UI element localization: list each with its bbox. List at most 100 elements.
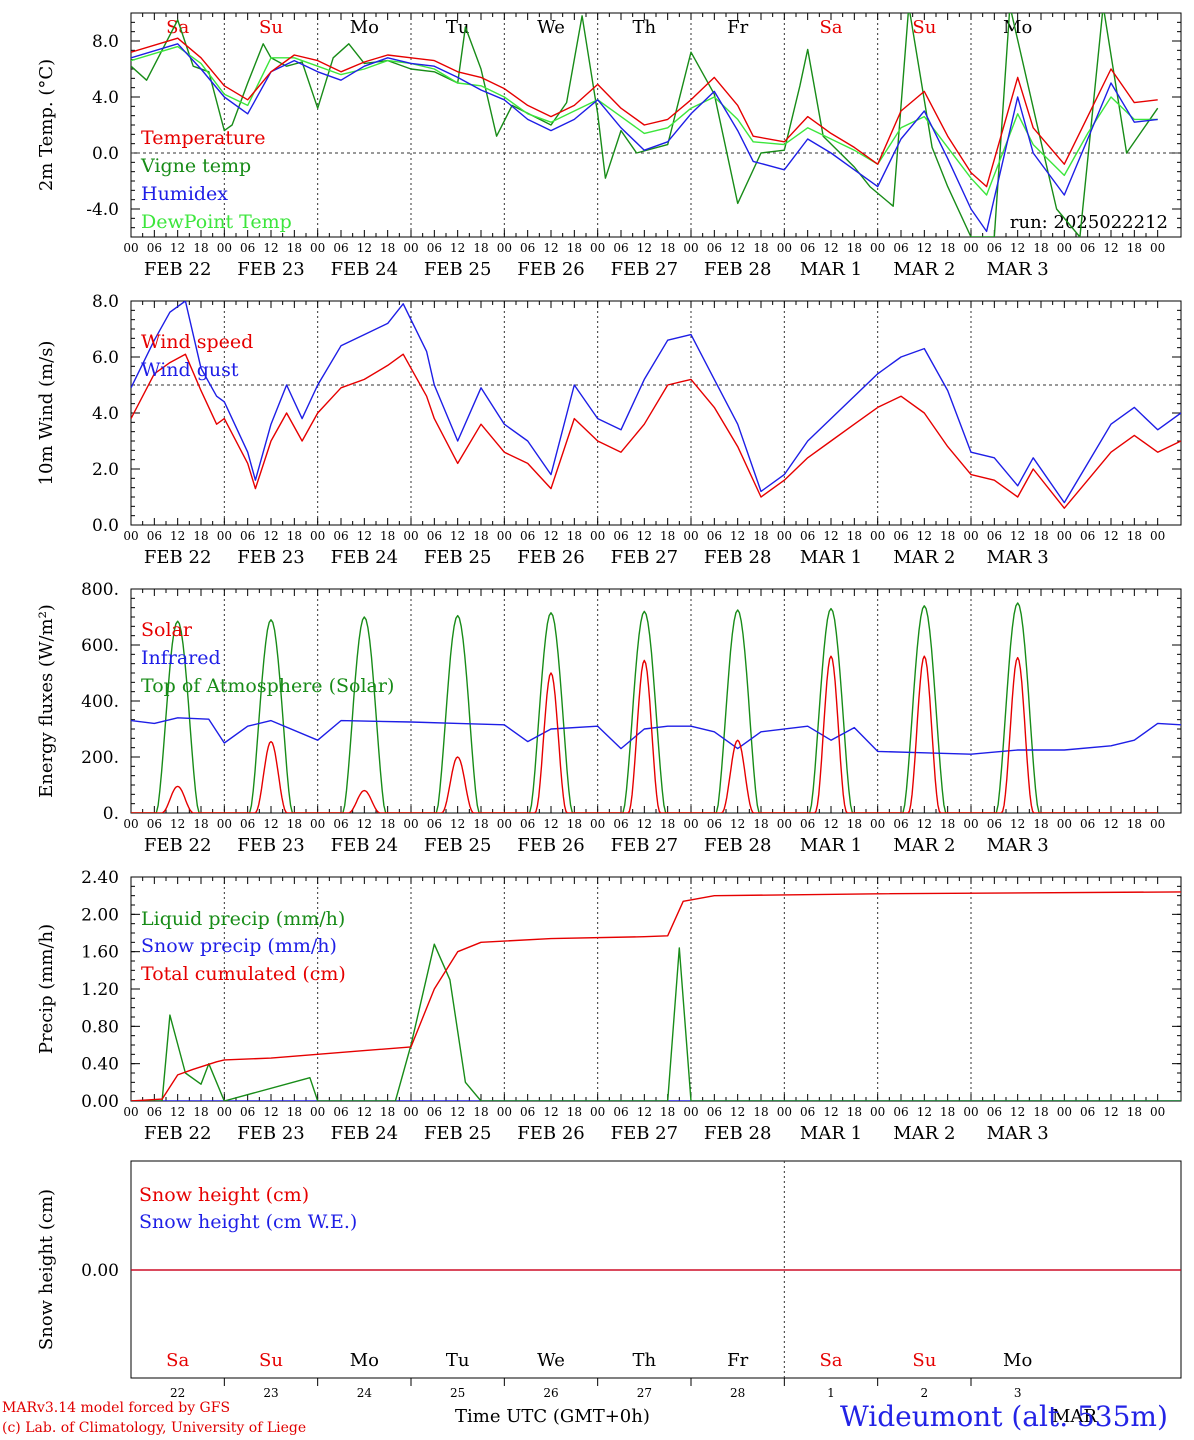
hour-tick-label: 12 [1010,529,1025,543]
weekday-label: Su [912,17,936,38]
weekday-label: Sa [166,17,189,38]
hour-tick-label: 00 [1057,817,1072,831]
hour-tick-label: 18 [1127,1105,1142,1119]
date-label: MAR 1 [800,835,862,856]
hour-tick-label: 06 [987,1105,1002,1119]
date-label: FEB 24 [331,835,398,856]
hour-tick-label: 00 [963,241,978,255]
date-label: MAR 2 [893,547,955,568]
y-tick-label: 4.0 [92,404,119,424]
series-group [131,602,1181,813]
hour-tick-label: 06 [800,241,815,255]
hour-tick-label: 18 [940,817,955,831]
series-group [131,13,1159,237]
date-label: FEB 28 [704,259,771,280]
y-tick-label: 8.0 [92,32,119,52]
hour-tick-label: 00 [217,241,232,255]
date-label: MAR 1 [800,1123,862,1144]
hour-tick-label: 00 [1057,529,1072,543]
hour-tick-label: 18 [193,241,208,255]
run-annotation: run: 2025022212 [1010,212,1168,233]
hour-tick-label: 06 [147,529,162,543]
date-label: FEB 25 [424,835,491,856]
weekday-label: Sa [819,17,842,38]
hour-tick-label: 00 [217,817,232,831]
hour-tick-label: 18 [660,817,675,831]
hour-tick-label: 12 [917,529,932,543]
hour-tick-label: 12 [263,529,278,543]
date-label: MAR 3 [987,547,1049,568]
date-label: FEB 26 [517,835,584,856]
hour-tick-label: 00 [963,529,978,543]
hour-tick-label: 18 [1033,1105,1048,1119]
series-line [131,45,1158,196]
hour-tick-label: 06 [240,817,255,831]
hour-tick-label: 00 [1150,1105,1165,1119]
hour-tick-label: 06 [1080,817,1095,831]
y-tick-label: 200. [81,748,119,768]
date-label: MAR 2 [893,835,955,856]
hour-tick-label: 18 [567,1105,582,1119]
y-tick-label: 600. [81,636,119,656]
y-tick-label: 6.0 [92,348,119,368]
date-label: FEB 23 [237,835,304,856]
hour-tick-label: 06 [893,1105,908,1119]
hour-tick-label: 06 [613,529,628,543]
date-label: FEB 25 [424,1123,491,1144]
hour-tick-label: 12 [730,1105,745,1119]
hour-tick-label: 00 [870,1105,885,1119]
y-tick-label: 2.0 [92,460,119,480]
legend-entry: Snow height (cm W.E.) [139,1211,357,1233]
hour-tick-label: 12 [263,817,278,831]
y-tick-label: 2.00 [81,905,119,925]
hour-tick-label: 00 [403,817,418,831]
hour-tick-label: 00 [963,1105,978,1119]
hour-tick-label: 00 [1150,241,1165,255]
hour-tick-label: 18 [847,241,862,255]
hour-tick-label: 12 [637,529,652,543]
hour-tick-label: 18 [1127,817,1142,831]
weekday-label: Su [912,1350,936,1371]
y-axis-label: 2m Temp. (°C) [36,59,57,191]
hour-tick-label: 06 [893,817,908,831]
y-tick-label: 1.60 [81,943,119,963]
hour-tick-label: 12 [637,241,652,255]
weekday-label: Tu [446,17,470,38]
hour-tick-label: 12 [823,817,838,831]
date-label: FEB 22 [144,547,211,568]
y-tick-label: 800. [81,580,119,600]
hour-tick-label: 00 [590,1105,605,1119]
hour-tick-label: 06 [427,817,442,831]
weekday-label: Mo [1003,17,1032,38]
legend-entry: Wind gust [141,359,239,381]
hour-tick-label: 12 [357,817,372,831]
date-label: MAR 1 [800,259,862,280]
legend-entry: Humidex [141,183,228,205]
hour-tick-label: 06 [613,817,628,831]
hour-tick-label: 06 [333,241,348,255]
hour-tick-label: 12 [730,529,745,543]
day-number-label: 1 [827,1386,835,1400]
hour-tick-label: 18 [847,1105,862,1119]
hour-tick-label: 06 [893,241,908,255]
legend-entry: Solar [141,619,193,641]
day-number-label: 25 [450,1386,465,1400]
hour-tick-label: 00 [683,817,698,831]
hour-tick-label: 18 [287,241,302,255]
hour-tick-label: 12 [1103,1105,1118,1119]
hour-tick-label: 12 [357,529,372,543]
y-tick-label: 0.00 [81,1092,119,1112]
hour-tick-label: 00 [590,241,605,255]
weekday-label: Su [259,17,283,38]
hour-tick-label: 00 [497,241,512,255]
y-tick-label: -4.0 [86,200,119,220]
hour-tick-label: 00 [683,241,698,255]
hour-tick-label: 00 [777,529,792,543]
date-label: FEB 24 [331,259,398,280]
hour-tick-label: 12 [170,1105,185,1119]
hour-tick-label: 12 [637,1105,652,1119]
date-label: MAR 1 [800,547,862,568]
hour-tick-label: 00 [590,529,605,543]
hour-tick-label: 06 [427,241,442,255]
hour-tick-label: 06 [800,529,815,543]
